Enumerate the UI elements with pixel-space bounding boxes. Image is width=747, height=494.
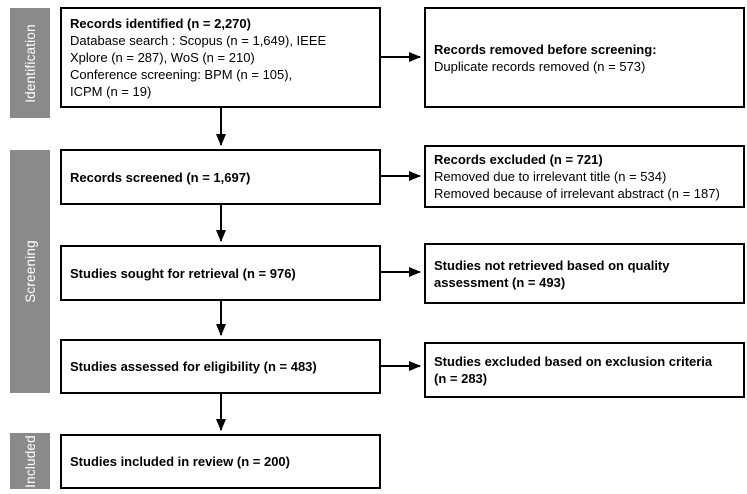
records-removed-line-1: Duplicate records removed (n = 573) bbox=[434, 58, 646, 74]
studies-not-retrieved-line-1: Studies not retrieved based on quality bbox=[434, 257, 670, 273]
records-identified-line-1: Database search : Scopus (n = 1,649), IE… bbox=[70, 33, 327, 48]
box-studies-sought: Studies sought for retrieval (n = 976) bbox=[60, 245, 381, 301]
records-identified-line-4: ICPM (n = 19) bbox=[70, 84, 152, 99]
box-studies-assessed: Studies assessed for eligibility (n = 48… bbox=[60, 339, 381, 394]
records-excluded-line-2: Removed because of irrelevant abstract (… bbox=[434, 186, 720, 201]
records-excluded-line-1: Removed due to irrelevant title (n = 534… bbox=[434, 169, 667, 184]
records-identified-line-2: Xplore (n = 287), WoS (n = 210) bbox=[70, 50, 255, 65]
box-records-excluded: Records excluded (n = 721) Removed due t… bbox=[424, 145, 745, 208]
records-identified-title: Records identified (n = 2,270) bbox=[70, 16, 251, 31]
stage-label-identification: Identification bbox=[22, 23, 38, 103]
studies-sought-title: Studies sought for retrieval (n = 976) bbox=[70, 265, 296, 281]
studies-included-title: Studies included in review (n = 200) bbox=[70, 454, 290, 469]
stage-label-screening: Screening bbox=[22, 240, 38, 303]
records-excluded-title: Records excluded (n = 721) bbox=[434, 152, 603, 167]
box-records-screened: Records screened (n = 1,697) bbox=[60, 149, 381, 205]
box-records-identified: Records identified (n = 2,270) Database … bbox=[60, 7, 381, 108]
records-screened-title: Records screened (n = 1,697) bbox=[70, 169, 251, 185]
stage-bar-included: Included bbox=[10, 433, 50, 489]
box-studies-excluded-criteria: Studies excluded based on exclusion crit… bbox=[424, 342, 745, 398]
studies-not-retrieved-line-2: assessment (n = 493) bbox=[434, 274, 566, 290]
box-studies-not-retrieved: Studies not retrieved based on quality a… bbox=[424, 243, 745, 304]
studies-excluded-criteria-line-1: Studies excluded based on exclusion crit… bbox=[434, 354, 713, 369]
stage-bar-identification: Identification bbox=[10, 8, 50, 118]
studies-assessed-title: Studies assessed for eligibility (n = 48… bbox=[70, 359, 317, 374]
stage-bar-screening: Screening bbox=[10, 150, 50, 393]
box-studies-included: Studies included in review (n = 200) bbox=[60, 434, 381, 489]
box-records-removed-before-screening: Records removed before screening: Duplic… bbox=[424, 7, 745, 108]
studies-excluded-criteria-line-2: (n = 283) bbox=[434, 371, 488, 386]
stage-label-included: Included bbox=[22, 434, 38, 488]
records-identified-line-3: Conference screening: BPM (n = 105), bbox=[70, 67, 293, 82]
records-removed-title: Records removed before screening: bbox=[434, 41, 657, 57]
